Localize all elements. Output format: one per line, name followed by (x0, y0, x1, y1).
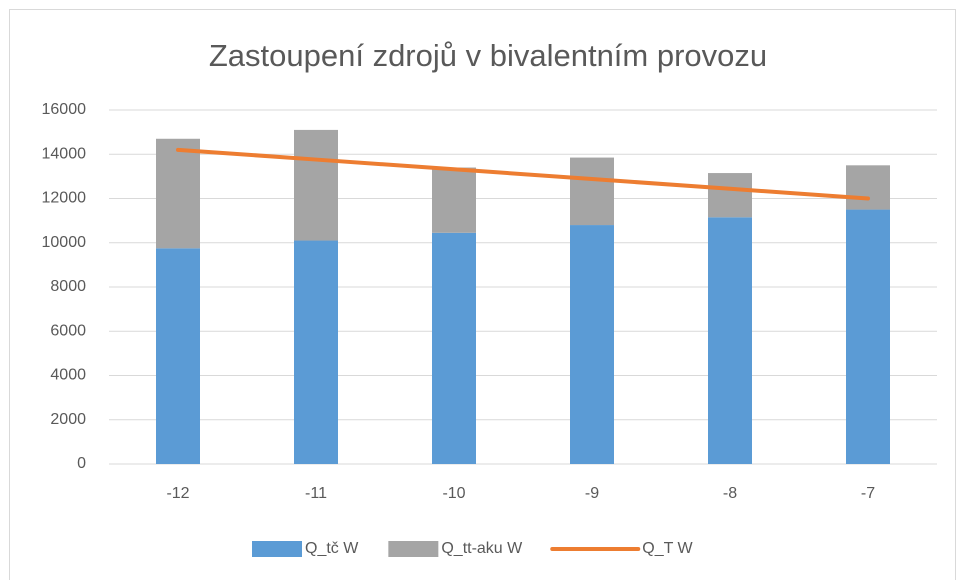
legend-swatch (252, 541, 302, 557)
y-tick-label: 14000 (42, 145, 87, 162)
bar (708, 173, 752, 218)
y-tick-label: 8000 (50, 278, 86, 295)
bar (294, 240, 338, 464)
legend-label: Q_tt-aku W (441, 540, 523, 557)
bar (156, 138, 200, 249)
bar (708, 217, 752, 464)
y-tick-label: 2000 (50, 411, 86, 428)
y-tick-label: 12000 (42, 190, 87, 207)
bar (156, 248, 200, 464)
y-tick-label: 0 (77, 455, 86, 472)
y-tick-label: 6000 (50, 322, 86, 339)
legend-swatch (388, 541, 439, 557)
line (176, 147, 870, 201)
legend-label: Q_tč W (305, 540, 359, 557)
bar (432, 232, 476, 464)
bar (294, 129, 338, 241)
chart-title: Zastoupení zdrojů v bivalentním provozu (209, 38, 767, 73)
bar (846, 165, 890, 210)
y-tick-label: 4000 (50, 367, 86, 384)
chart-frame (9, 9, 956, 580)
bar (570, 225, 614, 464)
bar (432, 167, 476, 233)
y-tick-label: 10000 (42, 234, 87, 251)
y-tick-label: 16000 (42, 101, 87, 118)
x-tick-label: -11 (305, 485, 327, 502)
legend-label: Q_T W (642, 540, 693, 557)
x-tick-label: -8 (723, 485, 737, 502)
bar (570, 157, 614, 226)
bar (846, 209, 890, 464)
x-tick-label: -12 (166, 485, 189, 502)
x-tick-label: -9 (585, 485, 599, 502)
x-tick-label: -10 (442, 485, 465, 502)
x-tick-label: -7 (861, 485, 875, 502)
